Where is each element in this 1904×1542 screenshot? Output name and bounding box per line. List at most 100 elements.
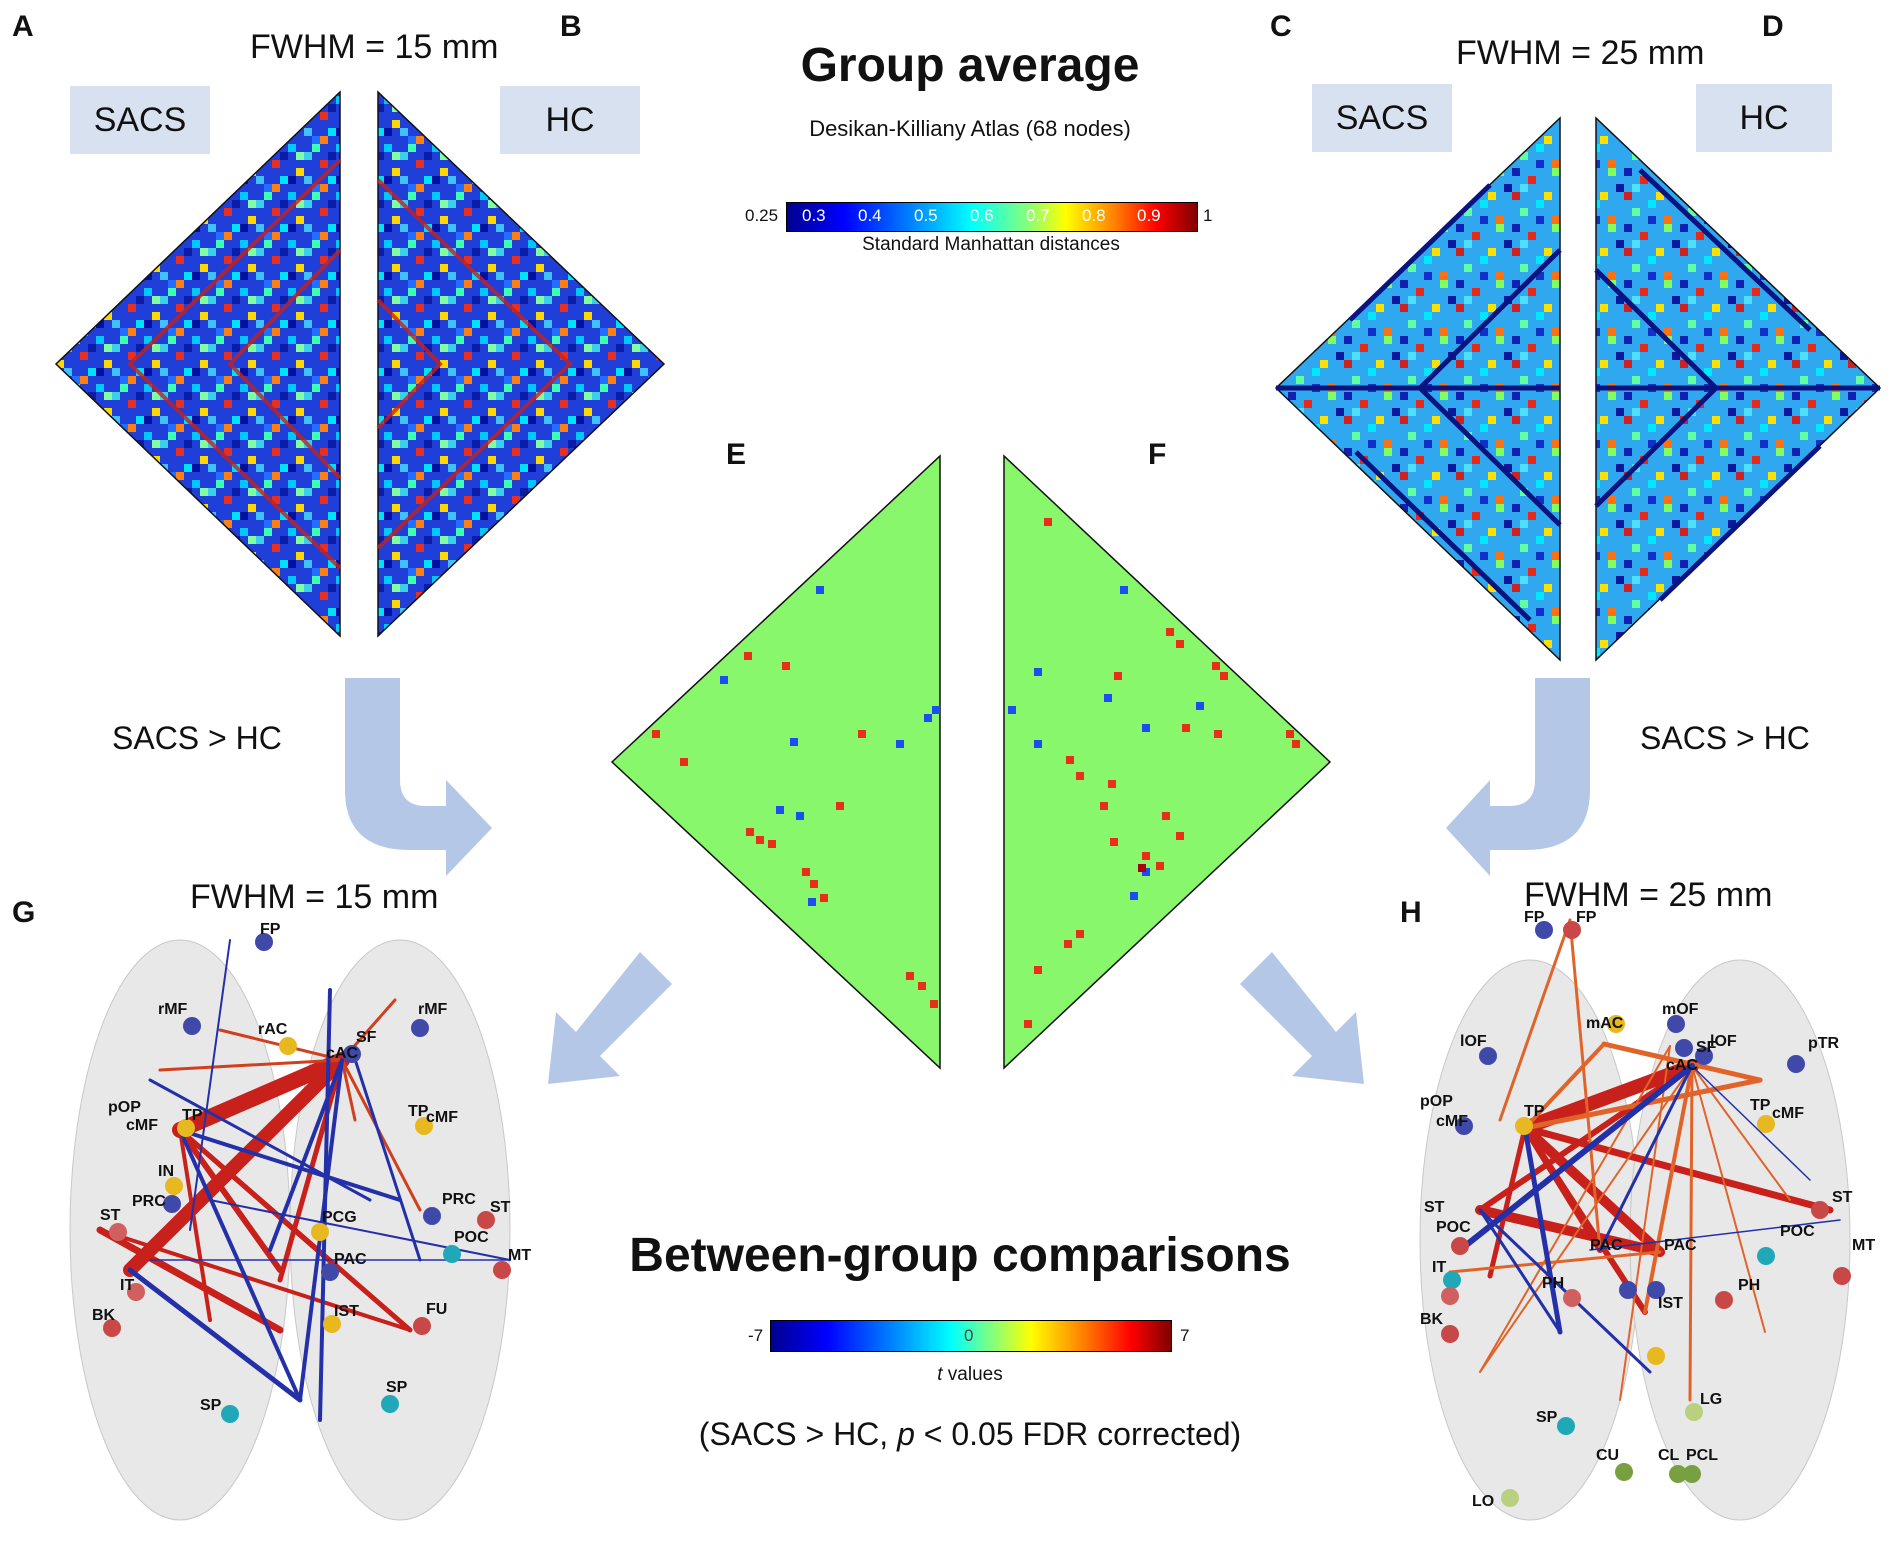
label-g-cac: cAC	[326, 1045, 358, 1062]
label-h-pac: PAC	[1590, 1237, 1623, 1254]
label-g-pop: pOP	[108, 1099, 141, 1116]
label-g-fp: FP	[260, 921, 281, 938]
panel-letter-g: G	[12, 896, 36, 929]
label-g-sp: SP	[200, 1397, 222, 1414]
label-h-sp: SP	[1536, 1409, 1558, 1426]
label-h-lof-r: lOF	[1710, 1033, 1737, 1050]
arrow-d-to-h	[1446, 678, 1590, 876]
arrow-e-to-g	[548, 952, 672, 1084]
label-g-prc-r: PRC	[442, 1191, 476, 1208]
note-suffix: < 0.05 FDR corrected)	[914, 1416, 1242, 1452]
matrix-a	[54, 90, 342, 638]
label-h-poc-r: POC	[1780, 1223, 1815, 1240]
cb-tick-0: 0.25	[745, 206, 779, 225]
cb-tick-4: 0.6	[970, 206, 994, 225]
label-sacs-c: SACS	[1312, 84, 1452, 152]
label-g-in: IN	[158, 1163, 174, 1180]
note-prefix: (SACS > HC,	[698, 1416, 898, 1452]
cb-tick-8: 1	[1203, 206, 1213, 225]
fwhm-25-top: FWHM = 25 mm	[1456, 34, 1705, 72]
label-h-cmf: cMF	[1436, 1113, 1468, 1130]
label-g-it: IT	[120, 1277, 134, 1294]
matrix-d	[1594, 116, 1882, 662]
label-h-mac: mAC	[1586, 1015, 1624, 1032]
fwhm-15-bottom: FWHM = 15 mm	[190, 878, 439, 916]
label-g-st-r: ST	[490, 1199, 511, 1216]
panel-letter-d: D	[1762, 10, 1784, 43]
label-hc-d: HC	[1696, 84, 1832, 152]
label-hc-b: HC	[500, 86, 640, 154]
brain-network-g: FP rMF rAC rMF SF cAC pOP cMF TP TP cMF …	[69, 921, 531, 1521]
cb-tick-6: 0.8	[1082, 206, 1106, 225]
label-h-cmf-r: cMF	[1772, 1105, 1804, 1122]
panel-letter-a: A	[12, 10, 34, 43]
label-h-bk: BK	[1420, 1311, 1444, 1328]
label-sacs-a: SACS	[70, 86, 210, 154]
label-h-ptr: pTR	[1808, 1035, 1840, 1052]
label-h-st-r: ST	[1832, 1189, 1853, 1206]
matrix-c	[1274, 116, 1562, 662]
cb-tick-7: 0.9	[1137, 206, 1161, 225]
t-italic: t	[937, 1364, 943, 1385]
label-g-rac: rAC	[258, 1021, 288, 1038]
matrix-b	[376, 90, 666, 638]
label-g-cmf: cMF	[126, 1117, 158, 1134]
label-g-bk: BK	[92, 1307, 116, 1324]
label-h-lo: LO	[1472, 1493, 1494, 1510]
label-g-cmf-r: cMF	[426, 1109, 458, 1126]
label-h-mt: MT	[1852, 1237, 1875, 1254]
label-h-lg: LG	[1700, 1391, 1722, 1408]
colorbar-distance-ticks: 0.25 0.3 0.4 0.5 0.6 0.7 0.8 0.9 1	[745, 206, 1212, 230]
colorbar-distance	[786, 202, 1198, 232]
cb-t-min: -7	[748, 1326, 764, 1345]
label-g-pac: PAC	[334, 1251, 367, 1268]
label-h-poc: POC	[1436, 1219, 1471, 1236]
panel-letter-h: H	[1400, 896, 1422, 929]
fwhm-15-top: FWHM = 15 mm	[250, 28, 499, 66]
panel-letter-e: E	[726, 438, 747, 471]
label-h-st: ST	[1424, 1199, 1445, 1216]
panel-letter-c: C	[1270, 10, 1292, 43]
fdr-note: (SACS > HC, p < 0.05 FDR corrected)	[620, 1416, 1320, 1453]
matrix-f	[1003, 454, 1332, 1070]
label-h-cu: CU	[1596, 1447, 1619, 1464]
label-h-cl: CL	[1658, 1447, 1680, 1464]
cb-t-zero: 0	[964, 1326, 974, 1345]
arrow-f-to-h	[1240, 952, 1364, 1084]
label-g-prc: PRC	[132, 1193, 166, 1210]
note-p: p	[897, 1416, 915, 1452]
label-h-cac: cAC	[1666, 1057, 1698, 1074]
between-title: Between-group comparisons	[629, 1229, 1291, 1282]
label-h-fp-r: FP	[1576, 909, 1597, 926]
label-h-pac-r: PAC	[1664, 1237, 1697, 1254]
label-h-tp: TP	[1524, 1103, 1545, 1120]
label-g-pcg: PCG	[322, 1209, 357, 1226]
label-g-tp-r: TP	[408, 1103, 429, 1120]
atlas-subtitle: Desikan-Killiany Atlas (68 nodes)	[809, 116, 1131, 141]
node-g-fp	[255, 933, 273, 951]
label-g-tp: TP	[182, 1107, 203, 1124]
cb-tick-5: 0.7	[1026, 206, 1050, 225]
arrow-a-to-g	[345, 678, 492, 876]
t-rest: values	[942, 1364, 1003, 1385]
label-g-mt: MT	[508, 1247, 531, 1264]
label-h-ph-r: PH	[1738, 1277, 1760, 1294]
group-average-title: Group average	[800, 39, 1140, 92]
colorbar-distance-label: Standard Manhattan distances	[862, 234, 1120, 255]
cb-t-max: 7	[1180, 1326, 1190, 1345]
label-g-sf: SF	[356, 1029, 377, 1046]
label-h-tp-r: TP	[1750, 1097, 1771, 1114]
cb-tick-2: 0.4	[858, 206, 882, 225]
label-h-sf: SF	[1696, 1039, 1717, 1056]
brain-network-h: FP FP mOF mAC lOF lOF pTR pOP cMF TP SF …	[1419, 909, 1875, 1521]
label-h-lof: lOF	[1460, 1033, 1487, 1050]
matrix-e	[610, 454, 941, 1070]
colorbar-t-label: t values	[770, 1364, 1170, 1386]
label-h-mof: mOF	[1662, 1001, 1699, 1018]
fwhm-25-bottom: FWHM = 25 mm	[1524, 876, 1773, 914]
label-g-st: ST	[100, 1207, 121, 1224]
label-h-ph: PH	[1542, 1275, 1564, 1292]
panel-letter-b: B	[560, 10, 582, 43]
